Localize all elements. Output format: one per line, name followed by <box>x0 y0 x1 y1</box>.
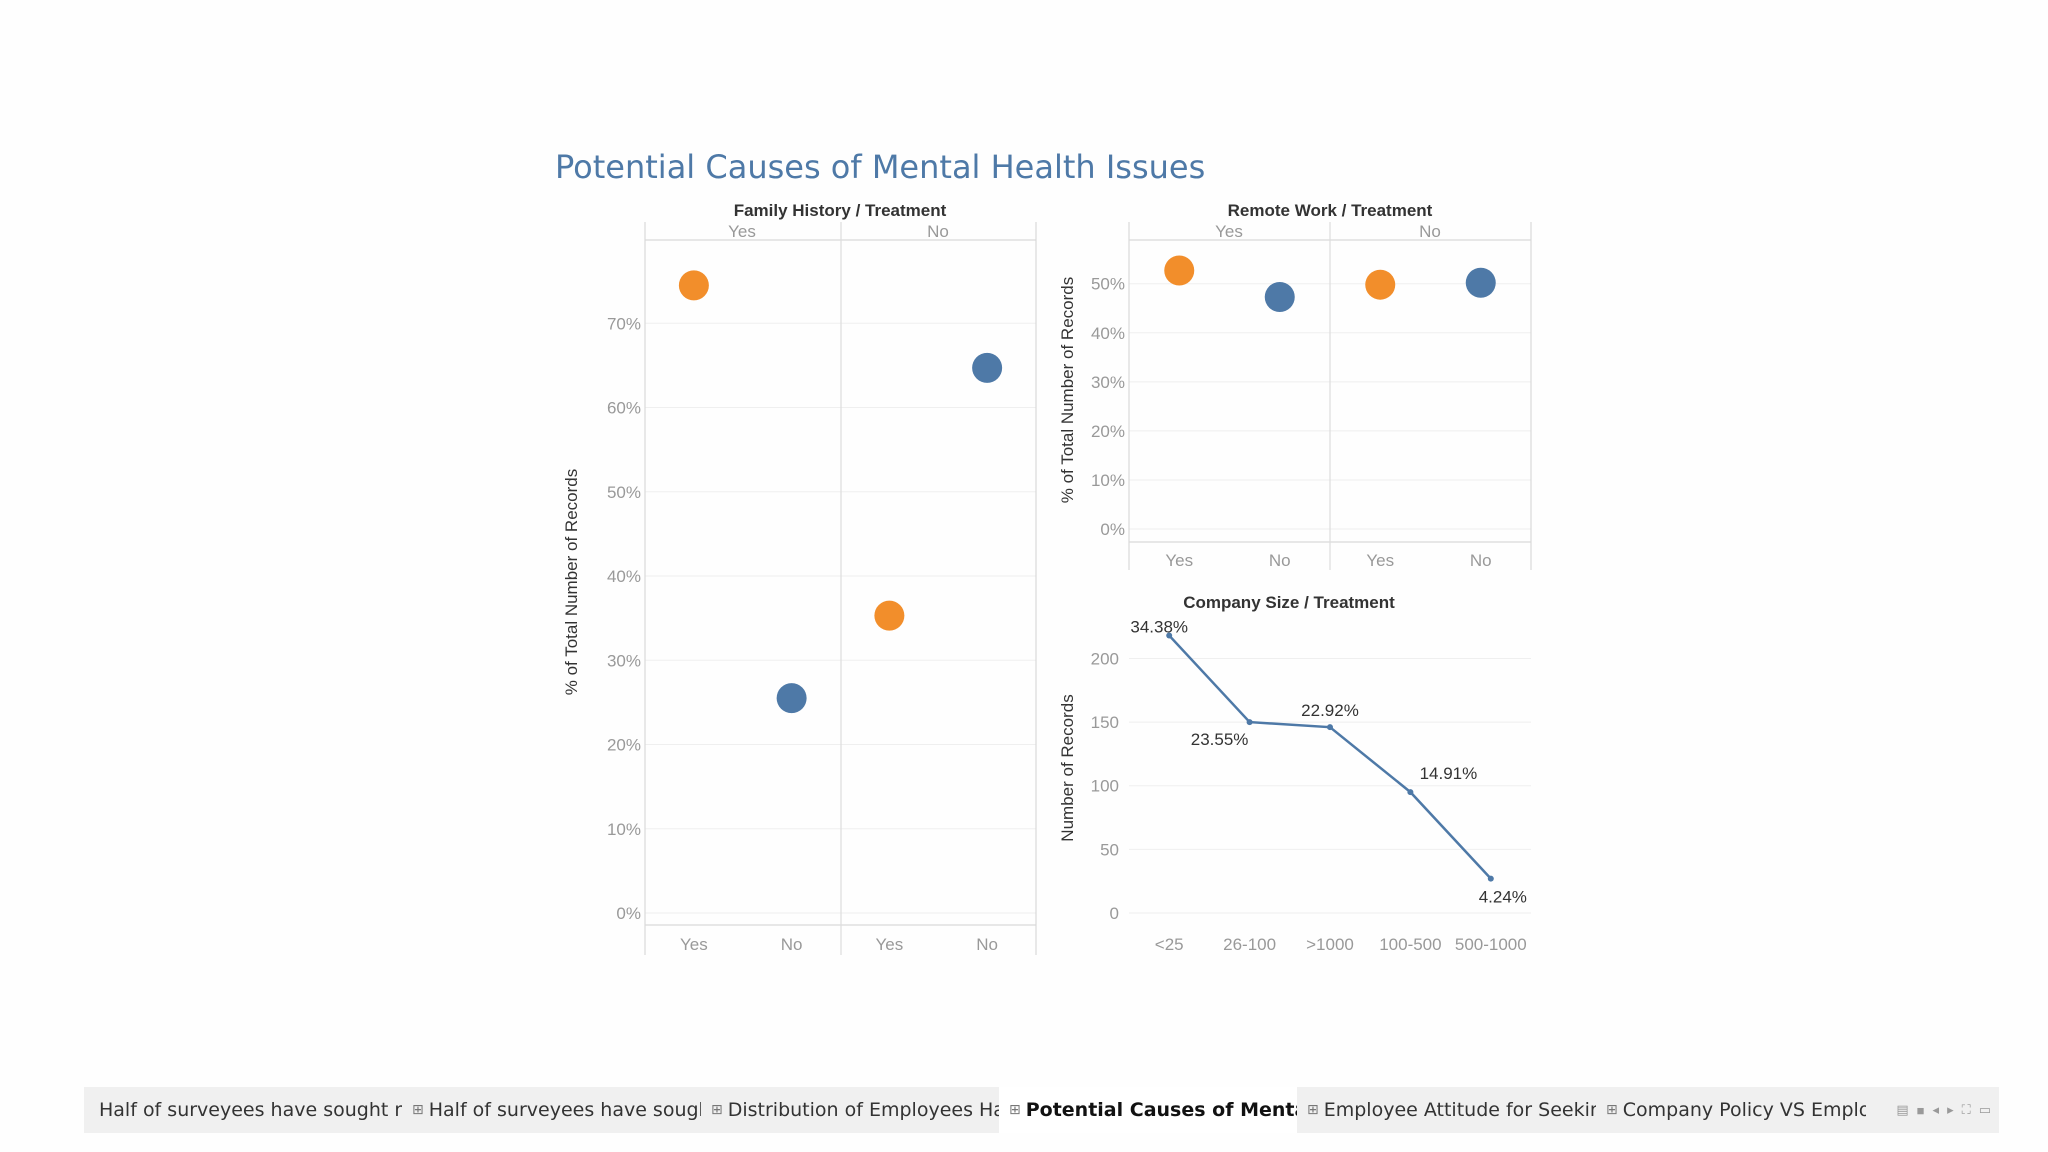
company-size-x-tick: 500-1000 <box>1455 935 1527 954</box>
company-size-panel: Company Size / Treatment Number of Recor… <box>1058 593 1531 954</box>
remote-work-x-tick: No <box>1470 551 1492 570</box>
company-size-y-tick: 150 <box>1091 713 1119 732</box>
company-size-point <box>1166 632 1173 639</box>
company-size-y-tick: 50 <box>1100 840 1119 859</box>
sheet-icon: ⊞ <box>711 1102 723 1118</box>
tab-sheet-6[interactable]: ⊞ Company Policy VS Employ <box>1596 1087 1866 1133</box>
company-size-x-tick: >1000 <box>1306 935 1354 954</box>
tab-sheet-1[interactable]: Half of surveyees have sought m... <box>84 1087 402 1133</box>
remote-work-point-yes-yes <box>1164 255 1195 286</box>
tab-label: Half of surveyees have sought m... <box>99 1099 402 1121</box>
family-history-point-no-no <box>972 352 1003 383</box>
tab-label: Potential Causes of Mental ... <box>1025 1099 1297 1121</box>
sheet-icon: ⊞ <box>1009 1102 1021 1118</box>
company-size-series-line <box>1168 634 1492 880</box>
remote-work-group-no: No <box>1419 222 1441 241</box>
family-history-x-tick: No <box>781 935 803 954</box>
company-size-y-axis-label: Number of Records <box>1058 694 1077 841</box>
family-history-y-tick: 60% <box>607 399 641 418</box>
remote-work-y-tick: 0% <box>1100 520 1125 539</box>
remote-work-point-yes-no <box>1264 281 1295 312</box>
family-history-x-tick: No <box>976 935 998 954</box>
company-size-point <box>1246 719 1253 726</box>
family-history-y-tick: 10% <box>607 820 641 839</box>
tab-label: Company Policy VS Employ <box>1622 1099 1866 1121</box>
remote-work-y-tick: 30% <box>1091 373 1125 392</box>
tab-sheet-5[interactable]: ⊞ Employee Attitude for Seekin... <box>1297 1087 1596 1133</box>
family-history-point-no-yes <box>874 600 905 631</box>
tab-label: Distribution of Employees Hav... <box>727 1099 999 1121</box>
filmstrip-view-icon[interactable]: ▤ <box>1896 1102 1909 1117</box>
tab-sheet-4-active[interactable]: ⊞ Potential Causes of Mental ... <box>999 1087 1297 1133</box>
sheet-icon: ⊞ <box>1307 1102 1319 1118</box>
family-history-y-tick: 50% <box>607 483 641 502</box>
company-size-data-label: 22.92% <box>1301 701 1359 720</box>
sheet-icon: ⊞ <box>412 1102 424 1118</box>
company-size-data-label: 4.24% <box>1479 888 1527 907</box>
remote-work-point-no-no <box>1465 267 1496 298</box>
family-history-y-tick: 40% <box>607 567 641 586</box>
company-size-y-tick: 100 <box>1091 777 1119 796</box>
sheet-tab-bar: Half of surveyees have sought m... ⊞ Hal… <box>84 1087 1999 1133</box>
company-size-x-tick: 26-100 <box>1223 935 1276 954</box>
remote-work-y-tick: 50% <box>1091 275 1125 294</box>
tab-label: Employee Attitude for Seekin... <box>1323 1099 1596 1121</box>
tab-controls: ▤ ■ ◂ ▸ ⛶ ▭ <box>1888 1087 1999 1133</box>
family-history-point-yes-yes <box>678 270 709 301</box>
remote-work-point-no-yes <box>1365 269 1396 300</box>
family-history-y-tick: 30% <box>607 651 641 670</box>
remote-work-title: Remote Work / Treatment <box>1228 201 1433 220</box>
prev-sheet-icon[interactable]: ◂ <box>1932 1102 1940 1117</box>
remote-work-x-tick: No <box>1269 551 1291 570</box>
company-size-x-tick: <25 <box>1155 935 1184 954</box>
tab-sheet-2[interactable]: ⊞ Half of surveyees have sought... <box>402 1087 701 1133</box>
company-size-data-label: 34.38% <box>1130 618 1188 637</box>
family-history-x-tick: Yes <box>876 935 904 954</box>
remote-work-x-tick: Yes <box>1366 551 1394 570</box>
family-history-y-tick: 20% <box>607 736 641 755</box>
company-size-data-label: 14.91% <box>1420 764 1478 783</box>
remote-work-group-yes: Yes <box>1215 222 1243 241</box>
dashboard-title: Potential Causes of Mental Health Issues <box>555 148 1206 186</box>
company-size-title: Company Size / Treatment <box>1183 593 1395 612</box>
family-history-y-axis-label: % of Total Number of Records <box>562 469 581 695</box>
company-size-x-tick: 100-500 <box>1379 935 1441 954</box>
company-size-data-label: 23.55% <box>1191 730 1249 749</box>
family-history-y-tick: 0% <box>616 904 641 923</box>
family-history-title: Family History / Treatment <box>734 201 947 220</box>
company-size-y-tick: 200 <box>1091 649 1119 668</box>
remote-work-y-axis-label: % of Total Number of Records <box>1058 277 1077 503</box>
tab-label: Half of surveyees have sought... <box>428 1099 701 1121</box>
next-sheet-icon[interactable]: ▸ <box>1947 1102 1954 1117</box>
company-size-point <box>1327 724 1333 731</box>
remote-work-panel: Remote Work / Treatment Yes No % of Tota… <box>1058 201 1532 570</box>
company-size-point <box>1487 875 1494 882</box>
family-history-x-tick: Yes <box>680 935 708 954</box>
remote-work-y-tick: 40% <box>1091 324 1125 343</box>
sheet-icon: ⊞ <box>1606 1102 1618 1118</box>
family-history-group-yes: Yes <box>728 222 756 241</box>
family-history-group-no: No <box>927 222 949 241</box>
remote-work-x-tick: Yes <box>1165 551 1193 570</box>
company-size-point <box>1407 789 1414 796</box>
fullscreen-icon[interactable]: ⛶ <box>1961 1102 1971 1117</box>
family-history-panel: Family History / Treatment Yes No % of T… <box>562 201 1037 955</box>
company-size-y-tick: 0 <box>1110 904 1119 923</box>
presentation-icon[interactable]: ▭ <box>1978 1102 1991 1117</box>
tab-sheet-3[interactable]: ⊞ Distribution of Employees Hav... <box>701 1087 999 1133</box>
remote-work-y-tick: 10% <box>1091 471 1125 490</box>
grid-view-icon[interactable]: ■ <box>1916 1102 1925 1118</box>
family-history-point-yes-no <box>776 683 807 714</box>
remote-work-y-tick: 20% <box>1091 422 1125 441</box>
family-history-y-tick: 70% <box>607 314 641 333</box>
